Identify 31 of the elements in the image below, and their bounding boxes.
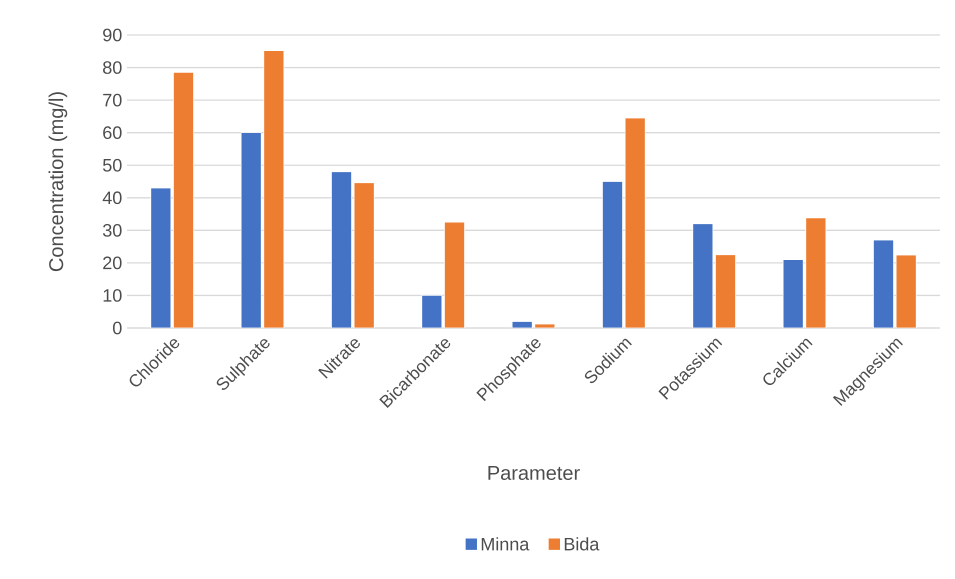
legend-label: Bida — [564, 537, 600, 551]
bar — [422, 295, 442, 328]
y-tick-label: 10 — [104, 289, 122, 302]
y-axis-title: Concentration (mg/l) — [48, 92, 68, 272]
bar — [873, 240, 894, 328]
bar — [806, 218, 826, 328]
bar — [782, 259, 804, 328]
bar — [150, 188, 172, 328]
bar — [692, 223, 714, 328]
x-axis-title: Parameter — [488, 466, 580, 480]
bar — [240, 132, 262, 328]
y-tick-label: 40 — [102, 191, 122, 204]
y-tick-label: 60 — [103, 126, 122, 140]
y-tick-label: 80 — [103, 61, 122, 74]
bar — [624, 118, 646, 328]
legend-label: Minna — [482, 537, 530, 551]
y-tick-label: 70 — [103, 94, 122, 106]
bar — [534, 324, 556, 328]
y-tick-label: 20 — [103, 256, 122, 270]
bar — [354, 182, 375, 328]
bar — [896, 254, 917, 328]
bar — [444, 222, 465, 328]
y-tick-label: 50 — [102, 158, 122, 172]
bar — [602, 181, 623, 328]
y-tick-label: 90 — [103, 28, 122, 42]
bar — [715, 254, 736, 328]
y-tick-label: 0 — [112, 322, 122, 334]
bar — [173, 72, 194, 328]
bar — [331, 171, 352, 328]
y-tick-label: 30 — [102, 224, 122, 237]
bar — [264, 50, 284, 328]
